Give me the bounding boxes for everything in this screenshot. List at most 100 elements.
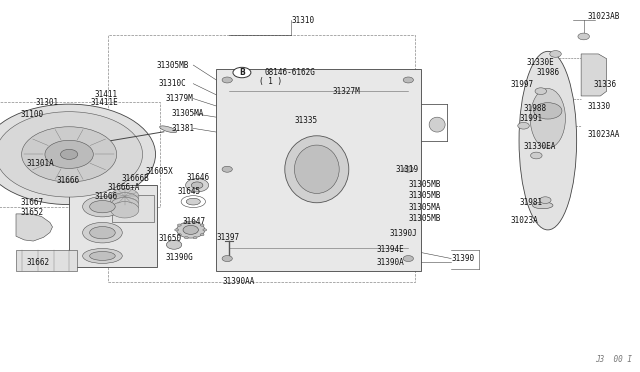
- Text: 31301: 31301: [35, 98, 58, 107]
- Text: 31336: 31336: [594, 80, 617, 89]
- Circle shape: [550, 51, 561, 57]
- Text: 31646: 31646: [187, 173, 210, 182]
- Text: 31981: 31981: [520, 198, 543, 207]
- Circle shape: [166, 240, 182, 249]
- Text: 31390G: 31390G: [165, 253, 193, 262]
- Text: 31305MA: 31305MA: [172, 109, 204, 118]
- Text: 31381: 31381: [172, 124, 195, 133]
- Text: 08146-6162G: 08146-6162G: [264, 68, 315, 77]
- Ellipse shape: [530, 89, 566, 148]
- Bar: [0, 102, 160, 207]
- Circle shape: [111, 197, 139, 214]
- Circle shape: [177, 222, 205, 238]
- Circle shape: [45, 140, 93, 169]
- Text: 31327M: 31327M: [333, 87, 360, 96]
- Circle shape: [175, 229, 179, 231]
- Ellipse shape: [90, 251, 115, 260]
- Text: 31305MB: 31305MB: [157, 61, 189, 70]
- Circle shape: [184, 237, 188, 239]
- Circle shape: [222, 166, 232, 172]
- Text: 31666: 31666: [56, 176, 79, 185]
- Ellipse shape: [90, 227, 115, 239]
- Text: 31666B: 31666B: [122, 174, 149, 183]
- Text: B: B: [239, 68, 244, 77]
- Text: 31650: 31650: [159, 234, 182, 243]
- Text: 31997: 31997: [511, 80, 534, 89]
- Text: 31379M: 31379M: [165, 94, 193, 103]
- Bar: [108, 35, 415, 282]
- Circle shape: [518, 122, 529, 129]
- Ellipse shape: [532, 202, 553, 209]
- Circle shape: [193, 221, 197, 223]
- Circle shape: [531, 152, 542, 159]
- Text: 31662: 31662: [27, 258, 50, 267]
- Text: 31666+A: 31666+A: [108, 183, 140, 192]
- Circle shape: [535, 88, 547, 94]
- Ellipse shape: [159, 126, 177, 133]
- Text: 31305MB: 31305MB: [408, 214, 441, 223]
- Text: 31667: 31667: [20, 198, 44, 207]
- Text: 31301A: 31301A: [27, 159, 54, 168]
- Ellipse shape: [429, 117, 445, 132]
- Circle shape: [22, 127, 116, 182]
- Text: 31988: 31988: [524, 104, 547, 113]
- Text: ( 1 ): ( 1 ): [259, 77, 282, 86]
- Text: 31305MB: 31305MB: [408, 180, 441, 189]
- Text: 31305MB: 31305MB: [408, 191, 441, 200]
- Polygon shape: [581, 54, 607, 96]
- Text: 31666: 31666: [95, 192, 118, 201]
- Circle shape: [177, 224, 181, 226]
- Circle shape: [111, 193, 139, 209]
- Bar: [112, 195, 154, 222]
- Text: 31397: 31397: [216, 233, 239, 242]
- Text: 31023AB: 31023AB: [588, 12, 620, 21]
- Text: 31645: 31645: [178, 187, 201, 196]
- Circle shape: [183, 225, 198, 234]
- Circle shape: [222, 256, 232, 262]
- Circle shape: [534, 103, 562, 119]
- Bar: [69, 185, 157, 267]
- Text: 31411: 31411: [95, 90, 118, 99]
- Circle shape: [203, 229, 207, 231]
- Circle shape: [403, 166, 413, 172]
- Circle shape: [233, 67, 251, 78]
- Text: 31652: 31652: [20, 208, 44, 217]
- Ellipse shape: [186, 198, 200, 205]
- Text: 31305MA: 31305MA: [408, 203, 441, 212]
- Ellipse shape: [83, 248, 122, 263]
- Ellipse shape: [83, 196, 122, 217]
- Bar: [216, 69, 421, 271]
- Circle shape: [61, 150, 78, 160]
- Text: 31319: 31319: [396, 165, 419, 174]
- Ellipse shape: [83, 222, 122, 243]
- Circle shape: [111, 188, 139, 205]
- Ellipse shape: [285, 136, 349, 203]
- Text: 31986: 31986: [536, 68, 559, 77]
- Circle shape: [540, 197, 551, 203]
- Text: 31394E: 31394E: [376, 246, 404, 254]
- Bar: [16, 250, 77, 271]
- Text: 31330E: 31330E: [526, 58, 554, 67]
- Circle shape: [193, 237, 197, 239]
- Circle shape: [200, 224, 204, 226]
- Text: 31411E: 31411E: [91, 98, 118, 107]
- Text: 31390: 31390: [451, 254, 474, 263]
- Circle shape: [403, 77, 413, 83]
- Circle shape: [200, 234, 204, 236]
- Circle shape: [191, 182, 203, 189]
- Circle shape: [184, 221, 188, 223]
- Text: 31390J: 31390J: [389, 229, 417, 238]
- Circle shape: [111, 202, 139, 218]
- Circle shape: [0, 104, 156, 205]
- Text: 31335: 31335: [294, 116, 317, 125]
- Text: 31310: 31310: [291, 16, 314, 25]
- Text: 31991: 31991: [520, 114, 543, 123]
- Circle shape: [0, 112, 143, 197]
- Text: 31310C: 31310C: [159, 79, 186, 88]
- Text: 31023AA: 31023AA: [588, 130, 620, 139]
- Ellipse shape: [294, 145, 339, 193]
- Circle shape: [222, 77, 232, 83]
- Ellipse shape: [519, 51, 577, 230]
- Polygon shape: [16, 214, 52, 241]
- Text: 31023A: 31023A: [511, 216, 538, 225]
